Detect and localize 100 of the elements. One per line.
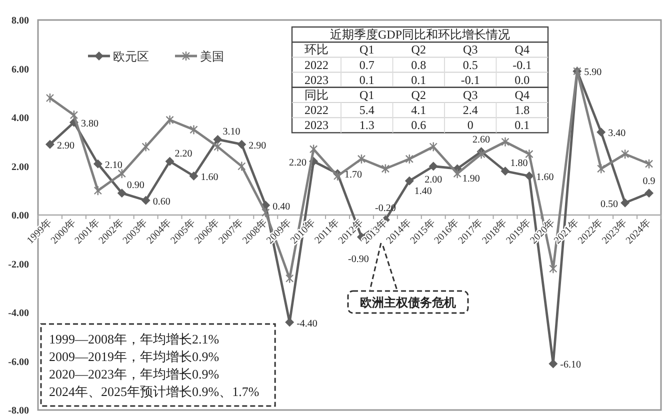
data-label: -0.90	[348, 254, 369, 265]
text: -0.1	[460, 72, 480, 87]
text: 0.1	[359, 72, 374, 87]
data-label: 0.50	[600, 198, 618, 210]
category-label: 2022	[304, 58, 328, 72]
point	[213, 134, 222, 144]
point	[620, 148, 630, 160]
point	[189, 172, 198, 180]
text: 环比	[304, 42, 328, 57]
point	[620, 198, 630, 208]
data-label: 2.20	[289, 157, 307, 168]
point	[596, 164, 606, 174]
y-tick-label: -4.00	[8, 308, 29, 319]
point	[644, 158, 654, 169]
text: 4.1	[411, 103, 426, 118]
category-label: Q4	[514, 88, 530, 102]
point	[477, 148, 486, 160]
text: 2.4	[462, 103, 478, 118]
text: 1.8	[514, 103, 530, 118]
point	[500, 166, 510, 176]
data-label: 2.90	[56, 140, 74, 152]
category-label: 2022	[304, 103, 328, 118]
data-label: 3.80	[80, 118, 98, 130]
text: 同比	[304, 88, 328, 102]
legend-label: 美国	[200, 50, 224, 64]
data-label: 0.60	[152, 196, 170, 208]
annotation: 欧洲主权债务危机	[360, 296, 456, 310]
point	[238, 161, 246, 172]
category-label: 2023	[304, 118, 328, 132]
data-label: 2.90	[248, 140, 266, 152]
data-label: 3.40	[608, 128, 626, 140]
point	[596, 128, 606, 137]
point	[549, 264, 558, 274]
point	[214, 142, 222, 152]
annotation: 2009—2019年，年均增长0.9%	[49, 349, 220, 364]
point	[45, 140, 54, 149]
point	[70, 110, 78, 120]
data-label: 1.70	[344, 170, 362, 181]
point	[525, 148, 534, 160]
point	[501, 136, 510, 147]
y-tick-label: -8.00	[8, 406, 29, 415]
data-label: 1.60	[536, 172, 554, 183]
y-tick-label: 8.00	[12, 16, 29, 26]
annotation: 1999—2008年，年均增长2.1%	[49, 332, 220, 346]
point	[404, 176, 414, 186]
data-label: 2.00	[424, 174, 442, 186]
category-label: Q1	[360, 42, 374, 57]
category-label: Q2	[411, 42, 426, 57]
y-tick-label: 2.00	[12, 162, 29, 173]
data-label: -6.10	[560, 360, 582, 371]
text: 5.4	[359, 103, 374, 118]
text: 1.3	[359, 118, 374, 132]
text: 0.5	[462, 58, 478, 72]
data-label: 1.60	[200, 172, 218, 183]
point	[428, 162, 438, 171]
legend-label: 欧元区	[113, 50, 149, 64]
data-label: 1.40	[414, 186, 432, 197]
text: 0.1	[411, 72, 426, 87]
data-label: 5.90	[584, 67, 602, 78]
point	[94, 186, 102, 196]
point	[46, 92, 54, 104]
text: 0	[467, 118, 474, 132]
point	[524, 172, 534, 180]
point	[285, 273, 294, 284]
point	[142, 142, 150, 152]
text: 0.1	[514, 118, 530, 132]
category-label: Q3	[463, 42, 478, 57]
category-label: Q2	[411, 88, 426, 102]
data-label: -4.40	[296, 318, 318, 330]
point	[357, 154, 366, 164]
data-label: 0.9	[642, 176, 656, 188]
point	[453, 168, 462, 179]
text: 近期季度GDP同比和环比增长情况	[330, 28, 510, 42]
point	[166, 114, 174, 126]
point	[118, 168, 126, 179]
data-label: 1.90	[462, 174, 480, 185]
y-tick-label: -6.00	[8, 356, 29, 368]
point	[381, 164, 390, 174]
text: 0.0	[514, 72, 530, 87]
point	[429, 142, 438, 152]
annotation: 2020—2023年，年均增长0.9%	[49, 366, 220, 382]
data-label: 0.90	[126, 180, 144, 192]
text: 0.6	[411, 118, 426, 132]
data-label: 2.10	[104, 160, 122, 171]
point	[93, 159, 102, 168]
point	[117, 188, 126, 198]
text: -0.1	[512, 58, 532, 72]
point	[237, 140, 246, 149]
category-label: Q1	[360, 88, 374, 102]
y-tick-label: 6.00	[12, 64, 29, 76]
point	[262, 207, 270, 218]
annotation: 2024年、2025年预计增长0.9%、1.7%	[49, 384, 260, 399]
point	[333, 170, 342, 182]
category-label: Q3	[463, 88, 478, 102]
category-label: Q4	[514, 42, 530, 57]
category-label: 2023	[304, 72, 328, 87]
data-label: 2.60	[472, 134, 490, 146]
data-label: 0.40	[272, 201, 290, 212]
point	[165, 156, 174, 166]
y-tick-label: -2.00	[8, 259, 29, 270]
